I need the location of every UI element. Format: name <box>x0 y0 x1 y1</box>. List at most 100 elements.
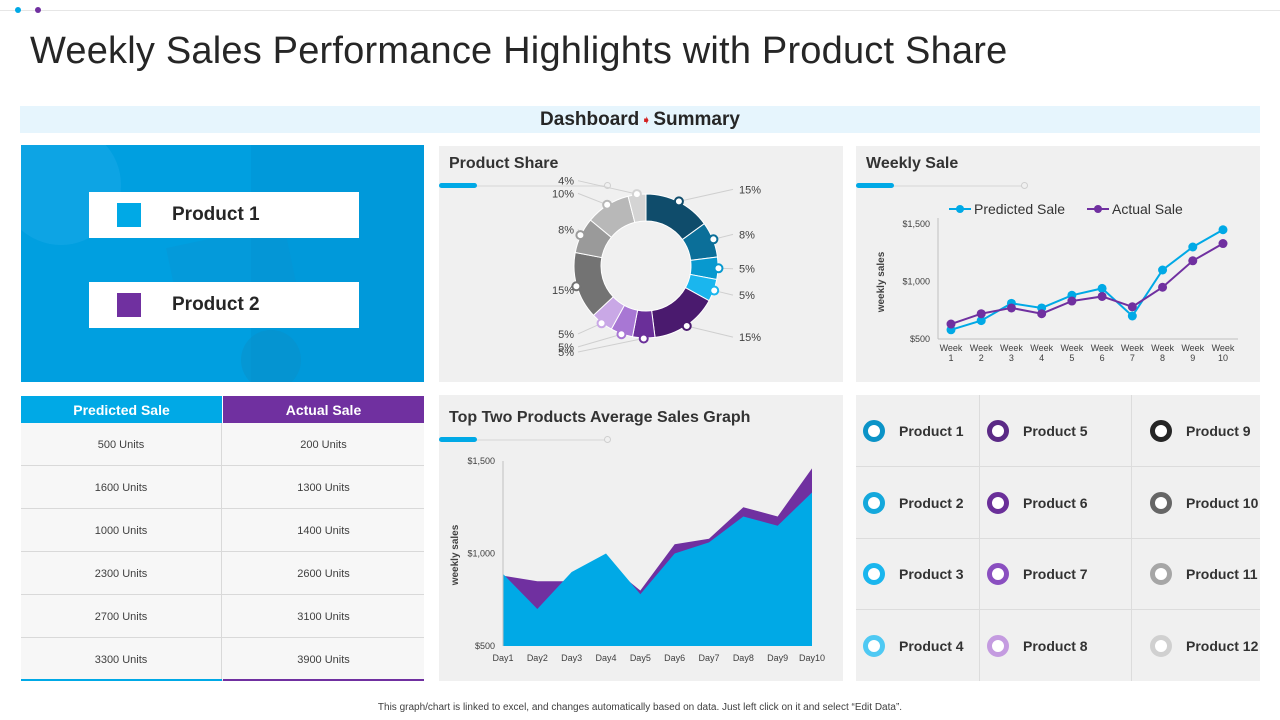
predicted-cell: 3300 Units <box>21 638 222 681</box>
product-1-swatch <box>117 203 141 227</box>
panel-scrollbar-thumb[interactable] <box>856 183 894 188</box>
dashboard-summary-bar: Dashboard ➧ Summary <box>20 106 1260 133</box>
weekly-sale-panel: Weekly Sale $500 $1,000 $1,500 weekly sales… <box>856 146 1260 382</box>
y-tick-label: $500 <box>910 334 930 344</box>
table-header-predicted: Predicted Sale <box>21 396 222 423</box>
product-legend-label: Product 10 <box>1186 494 1259 511</box>
data-point <box>1097 291 1107 301</box>
slice-marker <box>708 234 719 245</box>
y-tick-label: $500 <box>475 641 495 651</box>
slice-label: 5% <box>739 264 755 276</box>
product-legend-item: Product 1 <box>856 395 980 467</box>
arrow-right-icon: ➧ <box>641 112 652 127</box>
panel-scrollbar-track[interactable] <box>856 185 1026 187</box>
actual-cell: 200 Units <box>300 438 347 451</box>
product-legend-item: Product 9 <box>1132 395 1260 467</box>
summary-right-label: Summary <box>653 108 740 130</box>
hero-legend-label: Product 2 <box>172 294 260 315</box>
x-tick-label: Day10 <box>799 653 825 663</box>
product-legend-label: Product 2 <box>899 494 964 511</box>
product-legend-label: Product 12 <box>1186 637 1259 654</box>
table-row: 2300 Units 2600 Units <box>21 552 424 595</box>
table-row: 1000 Units 1400 Units <box>21 509 424 552</box>
x-tick-label: Week 3 <box>1000 343 1023 363</box>
slice-marker <box>638 333 649 344</box>
series-line <box>950 242 1224 325</box>
product-legend-label: Product 7 <box>1023 566 1088 582</box>
product-share-panel: Product Share 15% 8% 5% 5% 15% 5% 5% 5% 15% 8% 10%… <box>439 146 843 382</box>
data-point <box>1158 265 1168 275</box>
legend-label: Predicted Sale <box>974 201 1065 217</box>
slice-marker <box>616 329 627 340</box>
product-legend-item: Product 6 <box>980 467 1132 539</box>
x-tick-label: Week 9 <box>1181 343 1204 363</box>
weekly-sale-title: Weekly Sale <box>866 155 959 172</box>
hero-legend-label: Product 1 <box>172 204 260 225</box>
slice-marker <box>602 199 613 210</box>
sales-table: Predicted Sale Actual Sale 500 Units 200 … <box>21 396 424 681</box>
x-tick-label: Day9 <box>767 653 788 663</box>
product-legend-item: Product 8 <box>980 610 1132 681</box>
page-title: Weekly Sales Performance Highlights with… <box>30 30 1008 72</box>
product-legend-label: Product 8 <box>1023 637 1088 654</box>
actual-cell: 2600 Units <box>297 567 350 580</box>
data-point <box>976 309 986 319</box>
circle-icon <box>987 563 1009 585</box>
panel-scrollbar-thumb[interactable] <box>439 183 477 188</box>
decor-dot-purple <box>35 7 41 13</box>
panel-scrollbar-end <box>604 182 611 189</box>
y-tick-label: $1,000 <box>902 277 930 287</box>
slice-label: 8% <box>558 224 574 236</box>
data-point <box>1188 256 1198 266</box>
product-legend-item: Product 3 <box>856 539 980 610</box>
product-share-title: Product Share <box>449 155 559 172</box>
x-tick-label: Week 2 <box>970 343 993 363</box>
product-legend-item: Product 2 <box>856 467 980 539</box>
slice-marker <box>681 320 692 331</box>
panel-scrollbar-thumb[interactable] <box>439 437 477 442</box>
leader-line <box>678 188 734 202</box>
slice-marker <box>713 263 724 274</box>
data-point <box>1067 296 1077 306</box>
product-legend-label: Product 5 <box>1023 422 1088 439</box>
panel-scrollbar-track[interactable] <box>439 439 609 441</box>
y-tick-label: $1,500 <box>467 456 495 466</box>
actual-cell: 1400 Units <box>297 524 350 537</box>
circle-icon <box>1150 634 1172 657</box>
slice-marker <box>709 285 720 296</box>
actual-cell: 3100 Units <box>297 610 350 623</box>
x-tick-label: Week 6 <box>1091 343 1114 363</box>
slice-label: 15% <box>739 184 761 196</box>
actual-cell: 1300 Units <box>297 481 350 494</box>
x-tick-label: Week 8 <box>1151 343 1174 363</box>
circle-icon <box>863 491 885 514</box>
hero-legend-product-1: Product 1 <box>89 192 359 238</box>
data-point <box>1097 283 1107 293</box>
predicted-cell: 2700 Units <box>21 595 222 638</box>
y-tick-label: $1,000 <box>467 549 495 559</box>
product-legend-label: Product 3 <box>899 566 964 582</box>
leader-line <box>577 192 608 206</box>
panel-scrollbar-track[interactable] <box>439 185 609 187</box>
circle-icon <box>987 634 1009 657</box>
x-tick-label: Day1 <box>492 653 513 663</box>
x-tick-label: Day8 <box>733 653 754 663</box>
slice-label: 5% <box>739 290 755 302</box>
predicted-cell: 2300 Units <box>21 552 222 595</box>
hero-background-image <box>21 145 424 382</box>
leader-line <box>577 337 644 353</box>
product-legend-item: Product 5 <box>980 395 1132 467</box>
slice-marker <box>575 230 586 241</box>
product-legend-item: Product 12 <box>1132 610 1260 681</box>
product-legend-item: Product 4 <box>856 610 980 681</box>
x-tick-label: Week 4 <box>1030 343 1053 363</box>
product-legend-label: Product 6 <box>1023 494 1088 511</box>
table-row: 500 Units 200 Units <box>21 423 424 466</box>
product-legend-item: Product 10 <box>1132 467 1260 539</box>
hero-legend-panel: Product 1 Product 2 <box>21 145 424 382</box>
product-legend-label: Product 4 <box>899 637 964 654</box>
data-point <box>1037 309 1047 319</box>
product-legend-grid: Product 1 Product 5 Product 9 Product 2 Prod… <box>856 395 1260 681</box>
series-line <box>950 228 1224 331</box>
x-tick-label: Week 7 <box>1121 343 1144 363</box>
